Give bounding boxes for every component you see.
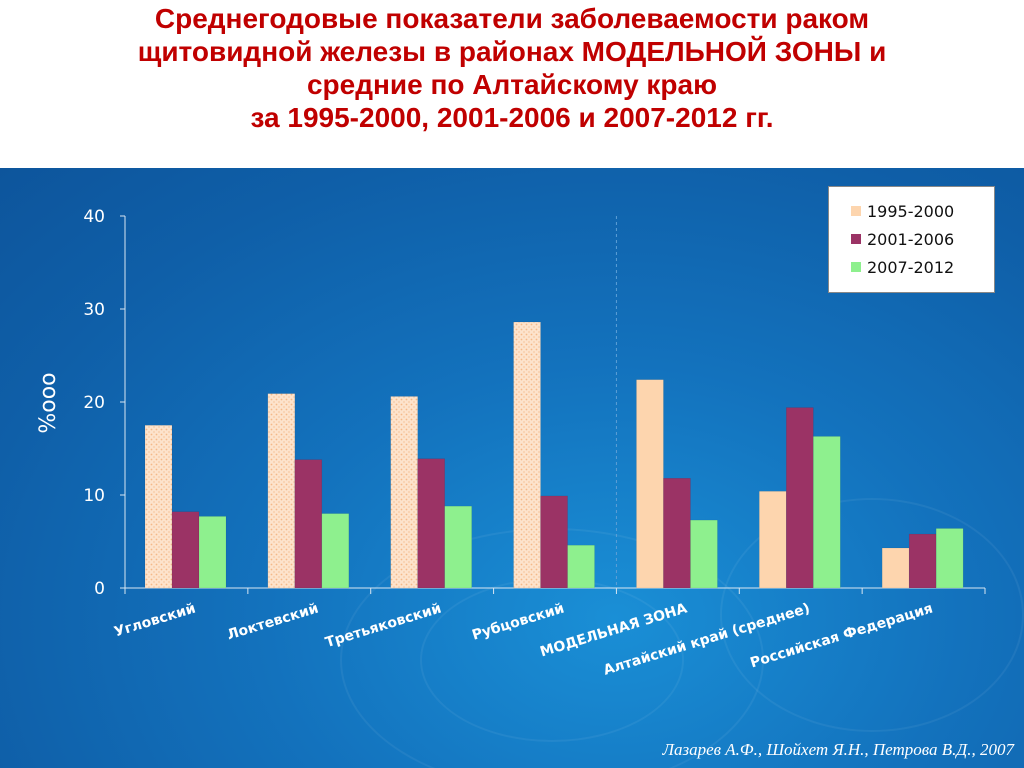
bar-chart: 0 10 20 30 40 %ооо Угловский Локтевский Третьяко… — [36, 207, 986, 679]
bar-2001-2006-1 — [171, 511, 200, 589]
title-line-4: за 1995-2000, 2001-2006 и 2007-2012 гг. — [250, 102, 774, 133]
legend-item-1995-2000: 1995-2000 — [851, 199, 954, 223]
y-tick-label: 20 — [83, 393, 105, 413]
legend-swatch — [851, 234, 861, 244]
bar-2001-2006-2 — [294, 459, 323, 589]
bar-2001-2006-3 — [417, 458, 445, 589]
bar-2007-2012-1 — [198, 516, 227, 589]
chart-area: 0 10 20 30 40 %ооо Угловский Локтевский Третьяко… — [0, 168, 1024, 768]
bar-1995-2000-2 — [267, 393, 296, 589]
category-label: Третьяковский — [323, 601, 443, 652]
y-tick-label: 30 — [83, 300, 105, 320]
bar-2007-2012-5 — [690, 519, 718, 589]
slide-header: Среднегодовые показатели заболеваемости … — [0, 0, 1024, 168]
source-citation: Лазарев А.Ф., Шойхет Я.Н., Петрова В.Д.,… — [662, 740, 1014, 759]
legend-label: 2007-2012 — [867, 257, 955, 277]
chart-legend: 1995-2000 2001-2006 2007-2012 — [828, 186, 995, 293]
y-tick-label: 40 — [83, 207, 105, 227]
bar-1995-2000-7 — [881, 547, 910, 589]
bar-1995-2000-5 — [636, 379, 664, 589]
title-line-1: Среднегодовые показатели заболеваемости … — [154, 3, 870, 34]
bar-2007-2012-7 — [935, 528, 964, 589]
bar-2001-2006-4 — [540, 495, 568, 589]
y-tick-label: 10 — [83, 486, 105, 506]
category-label: Угловский — [112, 601, 197, 641]
bar-1995-2000-4 — [513, 321, 541, 589]
bar-1995-2000-3 — [390, 396, 418, 589]
background-ripple — [720, 498, 1024, 732]
legend-label: 1995-2000 — [867, 201, 955, 221]
bar-2007-2012-4 — [567, 544, 595, 589]
category-label: Локтевский — [225, 601, 320, 644]
category-label: Рубцовский — [470, 601, 566, 644]
bar-1995-2000-1 — [144, 425, 173, 589]
bar-2001-2006-6 — [786, 407, 814, 589]
y-axis-label: %ооо — [36, 372, 61, 433]
legend-item-2007-2012: 2007-2012 — [851, 255, 954, 279]
title-line-3: средние по Алтайскому краю — [306, 69, 718, 100]
legend-item-2001-2006: 2001-2006 — [851, 227, 954, 251]
category-label: Алтайский край (среднее) — [602, 601, 812, 679]
legend-label: 2001-2006 — [867, 229, 955, 249]
legend-swatch — [851, 206, 861, 216]
bar-2001-2006-7 — [908, 533, 937, 589]
y-tick-label: 0 — [94, 579, 105, 599]
bar-2007-2012-3 — [444, 505, 472, 589]
title-line-2: щитовидной железы в районах МОДЕЛЬНОЙ ЗО… — [137, 36, 887, 67]
bar-2007-2012-2 — [321, 513, 350, 589]
bar-2001-2006-5 — [663, 478, 691, 589]
legend-swatch — [851, 262, 861, 272]
bar-2007-2012-6 — [813, 436, 841, 589]
bar-1995-2000-6 — [759, 491, 787, 589]
